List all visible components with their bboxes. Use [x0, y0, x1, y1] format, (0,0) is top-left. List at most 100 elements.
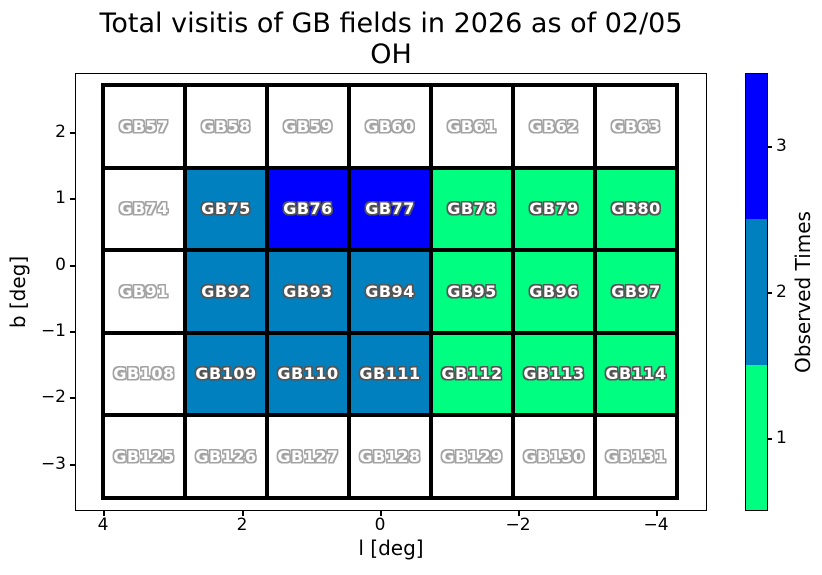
field-cell-label: GB111: [359, 364, 421, 384]
field-cell-label: GB97: [611, 281, 661, 301]
field-cell-label: GB95: [447, 281, 497, 301]
field-cell-gb109: GB109: [185, 332, 267, 415]
field-cell-gb111: GB111: [349, 332, 431, 415]
field-cell-gb62: GB62: [513, 85, 595, 168]
field-cell-label: GB94: [365, 281, 415, 301]
colorbar-tick-mark: [767, 292, 772, 294]
field-cell-label: GB74: [119, 199, 169, 219]
y-axis-label: b [deg]: [6, 255, 30, 329]
y-tick-label: −3: [40, 454, 66, 474]
chart-title-line2: OH: [370, 39, 412, 70]
field-cell-label: GB112: [441, 364, 503, 384]
x-tick-label: −2: [505, 515, 531, 535]
field-cell-gb74: GB74: [103, 167, 185, 250]
field-cell-gb57: GB57: [103, 85, 185, 168]
colorbar-band: [746, 219, 767, 365]
field-cell-gb114: GB114: [595, 332, 677, 415]
field-cell-label: GB63: [611, 116, 661, 136]
field-cell-label: GB76: [283, 199, 333, 219]
field-cell-label: GB78: [447, 199, 497, 219]
field-cell-gb113: GB113: [513, 332, 595, 415]
chart-title-line1: Total visitis of GB fields in 2026 as of…: [99, 8, 683, 39]
field-cell-label: GB60: [365, 116, 415, 136]
field-cell-gb96: GB96: [513, 250, 595, 333]
field-cell-label: GB75: [201, 199, 251, 219]
field-cell-gb95: GB95: [431, 250, 513, 333]
x-tick-mark: [103, 511, 105, 516]
field-cell-label: GB91: [119, 281, 169, 301]
field-cell-label: GB114: [605, 364, 667, 384]
field-cell-gb77: GB77: [349, 167, 431, 250]
field-cell-label: GB129: [441, 446, 503, 466]
field-cell-label: GB62: [529, 116, 579, 136]
field-cell-gb61: GB61: [431, 85, 513, 168]
x-tick-mark: [380, 511, 382, 516]
colorbar-tick-label: 2: [776, 282, 787, 302]
field-cell-gb127: GB127: [267, 415, 349, 498]
y-tick-mark: [70, 397, 75, 399]
field-cell-gb129: GB129: [431, 415, 513, 498]
x-tick-label: 0: [374, 515, 386, 535]
y-tick-mark: [70, 132, 75, 134]
colorbar-band: [746, 364, 767, 510]
y-tick-mark: [70, 198, 75, 200]
field-cell-gb126: GB126: [185, 415, 267, 498]
field-cell-label: GB79: [529, 199, 579, 219]
y-tick-label: 0: [55, 255, 66, 275]
colorbar-band: [746, 74, 767, 220]
colorbar-tick-label: 3: [776, 136, 787, 156]
field-cell-gb92: GB92: [185, 250, 267, 333]
y-tick-label: −1: [40, 321, 66, 341]
colorbar: [745, 73, 768, 511]
field-cell-gb128: GB128: [349, 415, 431, 498]
field-cell-gb75: GB75: [185, 167, 267, 250]
field-cell-label: GB130: [523, 446, 585, 466]
field-cell-label: GB127: [277, 446, 339, 466]
colorbar-tick-mark: [767, 438, 772, 440]
field-cell-label: GB110: [277, 364, 339, 384]
field-cell-gb108: GB108: [103, 332, 185, 415]
field-cell-label: GB93: [283, 281, 333, 301]
field-cell-label: GB61: [447, 116, 497, 136]
field-cell-gb131: GB131: [595, 415, 677, 498]
y-tick-label: 1: [55, 188, 66, 208]
x-axis-label: l [deg]: [358, 536, 424, 560]
x-tick-label: 2: [236, 515, 248, 535]
field-cell-label: GB77: [365, 199, 415, 219]
field-cell-gb110: GB110: [267, 332, 349, 415]
field-cell-gb79: GB79: [513, 167, 595, 250]
field-cell-gb63: GB63: [595, 85, 677, 168]
field-cell-gb125: GB125: [103, 415, 185, 498]
colorbar-tick-label: 1: [776, 428, 787, 448]
colorbar-label: Observed Times: [791, 211, 815, 373]
y-tick-mark: [70, 331, 75, 333]
x-tick-mark: [242, 511, 244, 516]
x-tick-mark: [656, 511, 658, 516]
y-tick-mark: [70, 464, 75, 466]
field-cell-label: GB59: [283, 116, 333, 136]
field-cell-label: GB96: [529, 281, 579, 301]
field-cell-label: GB109: [195, 364, 257, 384]
field-cell-label: GB131: [605, 446, 667, 466]
field-cell-gb112: GB112: [431, 332, 513, 415]
field-cell-label: GB125: [113, 446, 175, 466]
field-cell-label: GB113: [523, 364, 585, 384]
field-cell-gb60: GB60: [349, 85, 431, 168]
field-cell-gb130: GB130: [513, 415, 595, 498]
field-cell-label: GB58: [201, 116, 251, 136]
y-tick-label: 2: [55, 122, 66, 142]
x-tick-label: 4: [97, 515, 109, 535]
field-cell-label: GB57: [119, 116, 169, 136]
field-cell-gb59: GB59: [267, 85, 349, 168]
field-cell-label: GB80: [611, 199, 661, 219]
field-cell-label: GB108: [113, 364, 175, 384]
x-tick-label: −4: [643, 515, 669, 535]
field-cell-gb78: GB78: [431, 167, 513, 250]
field-cell-gb76: GB76: [267, 167, 349, 250]
field-cell-label: GB92: [201, 281, 251, 301]
field-cell-gb97: GB97: [595, 250, 677, 333]
field-cell-gb93: GB93: [267, 250, 349, 333]
field-cell-label: GB126: [195, 446, 257, 466]
field-cell-gb91: GB91: [103, 250, 185, 333]
